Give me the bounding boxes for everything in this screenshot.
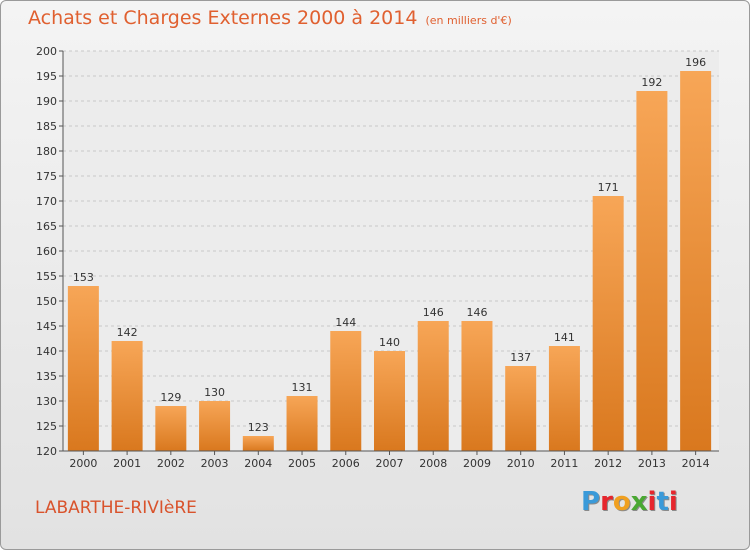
x-tick-label: 2002 — [157, 457, 185, 470]
x-tick-label: 2011 — [550, 457, 578, 470]
data-label: 141 — [554, 331, 575, 344]
logo-letter: r — [600, 487, 613, 517]
data-label: 171 — [598, 181, 619, 194]
bar-2007 — [374, 351, 405, 451]
bar-2014 — [680, 71, 712, 451]
x-tick-label: 2004 — [244, 457, 272, 470]
data-label: 140 — [379, 336, 400, 349]
chart-title: Achats et Charges Externes 2000 à 2014 (e… — [28, 7, 512, 29]
x-tick-label: 2003 — [201, 457, 229, 470]
logo-letter: i — [668, 487, 678, 517]
data-label: 129 — [160, 391, 181, 404]
x-tick-label: 2012 — [594, 457, 622, 470]
bar-2010 — [505, 366, 537, 451]
chart-subtitle: (en milliers d'€) — [425, 14, 512, 27]
x-tick-label: 2009 — [463, 457, 491, 470]
data-label: 192 — [641, 76, 662, 89]
y-tick-label: 160 — [36, 245, 57, 258]
chart-title-text: Achats et Charges Externes 2000 à 2014 — [28, 7, 418, 29]
x-tick-label: 2000 — [69, 457, 97, 470]
x-tick-label: 2010 — [507, 457, 535, 470]
bar-2009 — [461, 321, 493, 451]
bar-2011 — [548, 346, 580, 451]
y-tick-label: 175 — [36, 170, 57, 183]
y-tick-label: 170 — [36, 195, 57, 208]
bar-2008 — [417, 321, 449, 451]
bar-2013 — [636, 91, 668, 451]
logo-letter: i — [647, 487, 657, 517]
y-tick-label: 130 — [36, 395, 57, 408]
data-label: 153 — [73, 271, 94, 284]
x-tick-label: 2013 — [638, 457, 666, 470]
y-tick-label: 145 — [36, 320, 57, 333]
x-tick-label: 2005 — [288, 457, 316, 470]
y-tick-label: 195 — [36, 70, 57, 83]
y-tick-label: 125 — [36, 420, 57, 433]
y-tick-label: 200 — [36, 45, 57, 58]
y-tick-label: 135 — [36, 370, 57, 383]
bar-2005 — [286, 396, 318, 451]
data-label: 146 — [466, 306, 487, 319]
x-tick-label: 2001 — [113, 457, 141, 470]
logo-letter: x — [630, 487, 648, 517]
x-tick-label: 2007 — [376, 457, 404, 470]
x-tick-label: 2014 — [682, 457, 710, 470]
data-label: 123 — [248, 421, 269, 434]
y-tick-label: 150 — [36, 295, 57, 308]
y-tick-label: 185 — [36, 120, 57, 133]
data-label: 137 — [510, 351, 531, 364]
commune-name: LABARTHE-RIVIèRE — [35, 498, 197, 518]
y-tick-label: 120 — [36, 445, 57, 458]
y-tick-label: 190 — [36, 95, 57, 108]
data-label: 144 — [335, 316, 356, 329]
logo-letter: t — [656, 487, 669, 517]
y-tick-label: 140 — [36, 345, 57, 358]
bar-2004 — [242, 436, 274, 451]
logo-letter: P — [581, 487, 601, 517]
x-tick-label: 2008 — [419, 457, 447, 470]
x-tick-label: 2006 — [332, 457, 360, 470]
bar-2006 — [330, 331, 362, 451]
y-tick-label: 155 — [36, 270, 57, 283]
logo-letter: o — [612, 487, 631, 517]
proxiti-logo: Proxiti — [581, 487, 678, 517]
bar-2012 — [592, 196, 624, 451]
data-label: 130 — [204, 386, 225, 399]
data-label: 142 — [117, 326, 138, 339]
bar-2002 — [155, 406, 187, 451]
y-tick-label: 180 — [36, 145, 57, 158]
data-label: 131 — [292, 381, 313, 394]
data-label: 196 — [685, 56, 706, 69]
bar-2001 — [111, 341, 143, 451]
bar-2000 — [67, 286, 99, 451]
bar-2003 — [199, 401, 231, 451]
y-tick-label: 165 — [36, 220, 57, 233]
data-label: 146 — [423, 306, 444, 319]
